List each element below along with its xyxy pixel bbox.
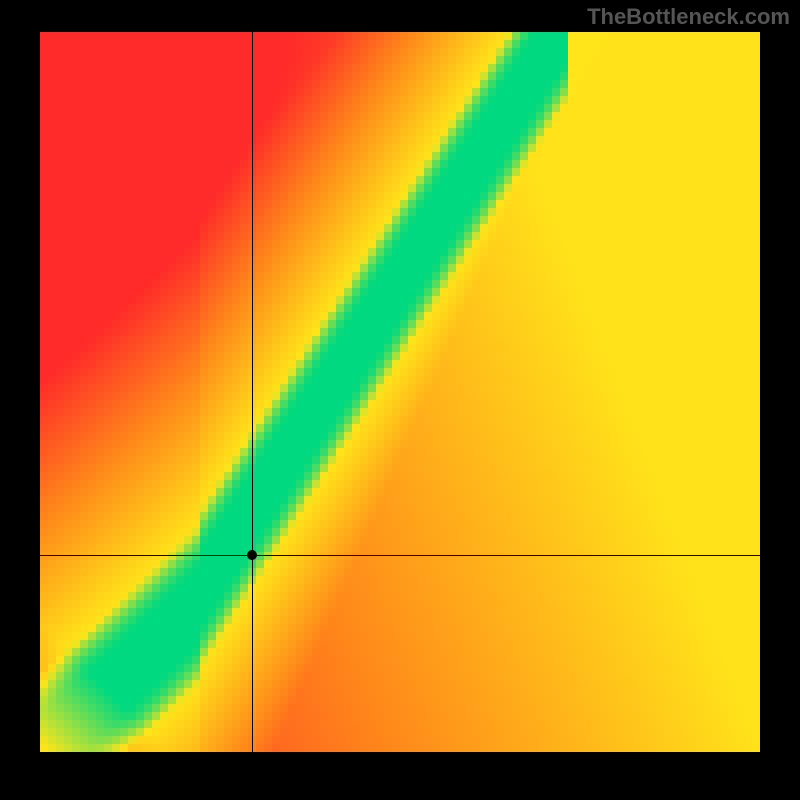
- chart-container: TheBottleneck.com: [0, 0, 800, 800]
- heatmap-canvas: [40, 32, 760, 752]
- crosshair-vertical: [252, 32, 253, 752]
- data-point-marker: [247, 550, 257, 560]
- crosshair-horizontal: [40, 555, 760, 556]
- watermark-text: TheBottleneck.com: [587, 4, 790, 30]
- plot-area: [40, 32, 760, 752]
